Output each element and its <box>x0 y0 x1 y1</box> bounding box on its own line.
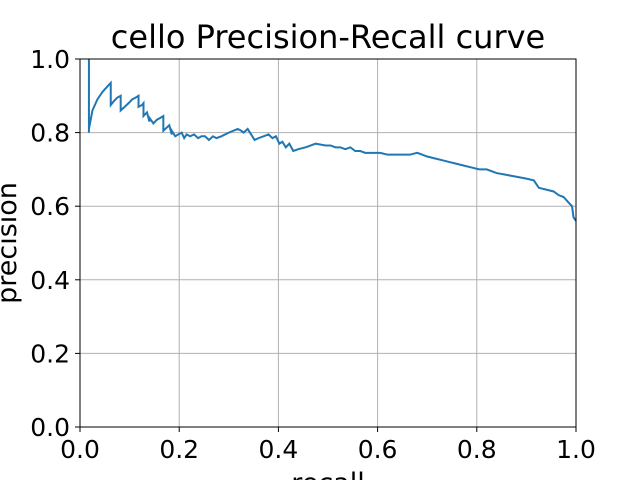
y-tick-label: 0.2 <box>30 339 70 368</box>
y-tick-label: 0.6 <box>30 192 70 221</box>
y-tick-label: 0.4 <box>30 266 70 295</box>
x-tick-label: 0.2 <box>159 435 199 464</box>
x-axis: 0.0 0.2 0.4 0.6 0.8 1.0 <box>60 427 596 464</box>
y-tick-label: 0.0 <box>30 413 70 442</box>
chart-title: cello Precision-Recall curve <box>111 18 545 56</box>
x-tick-label: 0.8 <box>457 435 497 464</box>
pr-curve-line <box>87 59 577 222</box>
x-tick-label: 0.6 <box>358 435 398 464</box>
x-tick-label: 0.0 <box>60 435 100 464</box>
x-axis-label: recall <box>291 468 365 480</box>
axes-frame <box>79 58 577 428</box>
y-tick-label: 0.8 <box>30 119 70 148</box>
x-tick-label: 1.0 <box>556 435 596 464</box>
y-axis: 0.0 0.2 0.4 0.6 0.8 1.0 <box>30 45 80 442</box>
x-tick-label: 0.4 <box>259 435 299 464</box>
plot-area <box>87 59 577 222</box>
y-tick-label: 1.0 <box>30 45 70 74</box>
y-axis-label: precision <box>0 182 23 304</box>
